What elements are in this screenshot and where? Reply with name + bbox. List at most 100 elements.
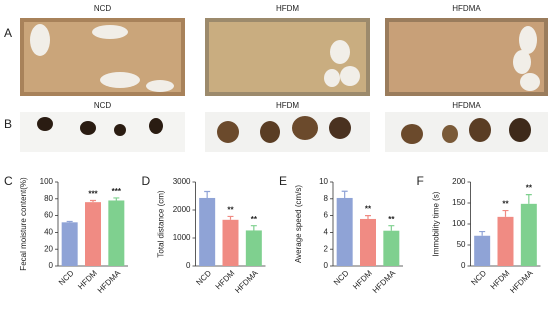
significance: **	[227, 206, 234, 215]
significance: **	[251, 215, 258, 224]
error-bar	[365, 215, 371, 219]
bar	[108, 200, 125, 266]
mouse	[513, 50, 531, 74]
y-tick-label: 50	[457, 240, 466, 249]
significance: ***	[88, 190, 98, 199]
bar	[336, 197, 353, 266]
error-bar	[204, 190, 211, 198]
y-tick-label: 100	[452, 219, 466, 228]
feces	[114, 124, 126, 136]
y-tick-label: 2000	[173, 205, 191, 214]
mouse	[92, 25, 128, 39]
photo-label: HFDMA	[452, 4, 481, 13]
feces	[80, 121, 96, 135]
y-tick-label: 200	[452, 177, 466, 186]
panel-letter: D	[142, 174, 151, 188]
photo-label: HFDM	[276, 101, 299, 110]
significance: ***	[112, 187, 122, 196]
y-tick-label: 40	[44, 228, 53, 237]
bar	[520, 203, 537, 266]
x-tick-label: NCD	[332, 268, 351, 287]
mouse	[30, 24, 50, 56]
bar	[497, 216, 514, 266]
x-tick-label: HFDMA	[508, 268, 535, 295]
error-bar	[227, 215, 234, 220]
significance: **	[388, 215, 395, 224]
error-bar	[90, 199, 96, 203]
x-tick-label: NCD	[194, 268, 213, 287]
feces	[217, 121, 239, 143]
y-tick-label: 60	[44, 211, 53, 220]
significance: **	[526, 184, 533, 193]
bar	[222, 219, 239, 266]
x-tick-label: HFDMA	[96, 268, 123, 295]
panel-letter: C	[4, 174, 13, 188]
bar	[85, 202, 101, 266]
y-axis-label: Total distance (cm)	[157, 190, 166, 257]
mouse	[146, 80, 174, 92]
bar	[61, 222, 78, 266]
bar	[474, 235, 491, 266]
y-tick-label: 8	[324, 194, 329, 203]
y-tick-label: 100	[40, 177, 54, 186]
photo-label: HFDMA	[452, 101, 481, 110]
feces	[469, 118, 491, 142]
error-bar	[479, 230, 486, 236]
bar	[360, 218, 376, 266]
panel-letter: A	[4, 26, 12, 40]
feces	[149, 118, 163, 134]
feces	[401, 124, 423, 144]
error-bar	[66, 220, 73, 223]
photo-label: HFDM	[276, 4, 299, 13]
y-tick-label: 0	[49, 261, 54, 270]
x-tick-label: HFDMA	[233, 268, 260, 295]
cage-photos	[20, 18, 548, 96]
photo-label: NCD	[94, 4, 112, 13]
significance: **	[502, 200, 509, 209]
feces	[260, 121, 280, 143]
y-tick-label: 2	[324, 244, 329, 253]
y-tick-label: 20	[44, 244, 53, 253]
error-bar	[250, 225, 257, 231]
feces-photos	[20, 112, 548, 152]
panel-letter: E	[279, 174, 287, 188]
mouse	[520, 73, 540, 91]
y-tick-label: 80	[44, 194, 53, 203]
panel-letter: B	[4, 117, 12, 131]
mouse	[330, 40, 350, 64]
error-bar	[388, 225, 395, 231]
mouse	[324, 69, 340, 87]
feces	[509, 118, 531, 142]
feces	[292, 116, 318, 140]
error-bar	[113, 197, 120, 201]
y-tick-label: 150	[452, 198, 466, 207]
mouse	[519, 26, 537, 54]
y-tick-label: 4	[324, 228, 329, 237]
y-tick-label: 0	[186, 261, 191, 270]
bar	[245, 230, 262, 266]
feces	[329, 117, 351, 139]
y-tick-label: 0	[324, 261, 329, 270]
y-tick-label: 1000	[173, 233, 191, 242]
x-tick-label: HFDMA	[371, 268, 398, 295]
y-tick-label: 3000	[173, 177, 191, 186]
panel-letter: F	[417, 174, 424, 188]
mouse	[340, 66, 360, 86]
x-tick-label: NCD	[57, 268, 76, 287]
error-bar	[341, 190, 348, 198]
y-tick-label: 0	[461, 261, 466, 270]
mouse	[100, 72, 140, 88]
y-axis-label: Immobility time (s)	[432, 191, 441, 256]
error-bar	[525, 194, 532, 204]
significance: **	[365, 205, 372, 214]
y-tick-label: 6	[324, 211, 329, 220]
error-bar	[502, 209, 509, 217]
y-axis-label: Fecal moisture content(%)	[19, 177, 28, 271]
x-tick-label: NCD	[469, 268, 488, 287]
y-tick-label: 10	[319, 177, 328, 186]
bar	[383, 230, 400, 266]
photo-label: NCD	[94, 101, 112, 110]
feces	[442, 125, 458, 143]
bar	[199, 197, 216, 266]
